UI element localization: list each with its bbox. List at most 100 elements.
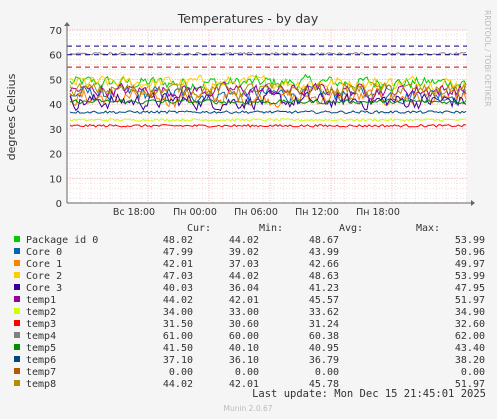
- threshold-layer: [67, 45, 467, 68]
- legend-value-max: 50.96: [455, 247, 485, 258]
- rrdtool-credit: RRDTOOL / TOBI OETIKER: [483, 10, 492, 107]
- legend-swatch: [14, 248, 20, 254]
- legend-value-min: 42.01: [229, 379, 259, 390]
- legend-value-avg: 43.99: [309, 247, 339, 258]
- legend-value-min: 37.03: [229, 259, 259, 270]
- y-tick-label: 60: [49, 51, 62, 62]
- y-tick-label: 20: [49, 150, 62, 161]
- legend-value-cur: 61.00: [163, 331, 193, 342]
- chart-title: Temperatures - by day: [177, 11, 319, 26]
- legend-header-avg: Avg:: [339, 223, 363, 234]
- x-tick-label: Вс 18:00: [113, 207, 155, 218]
- legend-series-name: Core 2: [26, 271, 62, 282]
- legend-value-avg: 45.57: [309, 295, 339, 306]
- legend-value-max: 34.90: [455, 307, 485, 318]
- legend-value-avg: 45.78: [309, 379, 339, 390]
- legend-swatch: [14, 344, 20, 350]
- legend-value-avg: 48.63: [309, 271, 339, 282]
- y-tick-label: 10: [49, 174, 62, 185]
- legend-value-max: 53.99: [455, 235, 485, 246]
- legend-value-cur: 0.00: [169, 367, 193, 378]
- legend-swatch: [14, 260, 20, 266]
- legend-value-min: 42.01: [229, 295, 259, 306]
- legend-value-max: 38.20: [455, 355, 485, 366]
- munin-version: Munin 2.0.67: [223, 404, 272, 413]
- legend-value-cur: 41.50: [163, 343, 193, 354]
- legend-header-min: Min:: [259, 223, 283, 234]
- legend-value-avg: 36.79: [309, 355, 339, 366]
- legend-series-name: temp6: [26, 355, 56, 366]
- legend-swatch: [14, 368, 20, 374]
- legend-value-cur: 44.02: [163, 295, 193, 306]
- legend-swatch: [14, 320, 20, 326]
- legend-value-max: 49.97: [455, 259, 485, 270]
- legend-series-name: Core 0: [26, 247, 62, 258]
- legend-series-name: Core 3: [26, 283, 62, 294]
- series-line-10: [69, 110, 467, 115]
- y-tick-label: 30: [49, 125, 62, 136]
- legend-swatch: [14, 236, 20, 242]
- legend-value-avg: 0.00: [315, 367, 339, 378]
- series-line-9: [69, 98, 467, 105]
- legend: Cur: Min: Avg: Max: Package id 0 48.02 44.02 48…: [14, 223, 485, 390]
- x-tick-label: Пн 12:00: [295, 207, 339, 218]
- x-tick-label: Пн 00:00: [173, 207, 217, 218]
- legend-series-name: Package id 0: [26, 235, 98, 246]
- x-tick-label: Пн 06:00: [234, 207, 278, 218]
- last-update: Last update: Mon Dec 15 21:45:01 2025: [252, 388, 486, 400]
- legend-value-cur: 47.99: [163, 247, 193, 258]
- y-tick-label: 50: [49, 75, 62, 86]
- legend-value-avg: 48.67: [309, 235, 339, 246]
- legend-value-min: 36.10: [229, 355, 259, 366]
- series-line-7: [69, 123, 467, 128]
- legend-value-avg: 40.95: [309, 343, 339, 354]
- legend-value-cur: 40.03: [163, 283, 193, 294]
- legend-series-name: temp5: [26, 343, 56, 354]
- legend-value-avg: 41.23: [309, 283, 339, 294]
- series-line-3: [69, 74, 467, 93]
- legend-value-max: 47.95: [455, 283, 485, 294]
- legend-value-min: 36.04: [229, 283, 259, 294]
- axes: 0 10 20 30 40 50 60 70 Вс 18:00 Пн 00:00 Пн 06:00 П…: [49, 22, 475, 218]
- legend-swatch: [14, 308, 20, 314]
- legend-value-min: 40.10: [229, 343, 259, 354]
- series-line-12: [69, 81, 467, 99]
- legend-series-name: temp1: [26, 295, 56, 306]
- y-axis-label: degrees Celsius: [5, 73, 18, 160]
- legend-value-cur: 34.00: [163, 307, 193, 318]
- legend-value-avg: 33.62: [309, 307, 339, 318]
- legend-series-name: temp4: [26, 331, 56, 342]
- legend-value-avg: 31.24: [309, 319, 339, 330]
- legend-swatch: [14, 284, 20, 290]
- legend-value-min: 0.00: [235, 367, 259, 378]
- legend-value-max: 53.99: [455, 271, 485, 282]
- legend-swatch: [14, 356, 20, 362]
- legend-value-max: 62.00: [455, 331, 485, 342]
- legend-value-max: 51.97: [455, 295, 485, 306]
- legend-value-min: 44.02: [229, 271, 259, 282]
- series-line-0: [69, 73, 467, 92]
- y-axis-arrow: [64, 22, 70, 26]
- legend-value-cur: 44.02: [163, 379, 193, 390]
- legend-value-cur: 31.50: [163, 319, 193, 330]
- legend-value-min: 30.60: [229, 319, 259, 330]
- legend-value-max: 32.60: [455, 319, 485, 330]
- legend-swatch: [14, 296, 20, 302]
- legend-series-name: temp7: [26, 367, 56, 378]
- legend-value-min: 44.02: [229, 235, 259, 246]
- y-tick-label: 70: [49, 26, 62, 37]
- series-line-6: [69, 117, 467, 122]
- legend-value-cur: 48.02: [163, 235, 193, 246]
- y-tick-label: 40: [49, 100, 62, 111]
- legend-header-max: Max:: [416, 223, 440, 234]
- x-tick-label: Пн 18:00: [356, 207, 400, 218]
- legend-value-max: 51.97: [455, 379, 485, 390]
- legend-series-name: temp8: [26, 379, 56, 390]
- legend-value-cur: 42.01: [163, 259, 193, 270]
- legend-swatch: [14, 272, 20, 278]
- legend-swatch: [14, 332, 20, 338]
- legend-series-name: temp3: [26, 319, 56, 330]
- legend-value-min: 33.00: [229, 307, 259, 318]
